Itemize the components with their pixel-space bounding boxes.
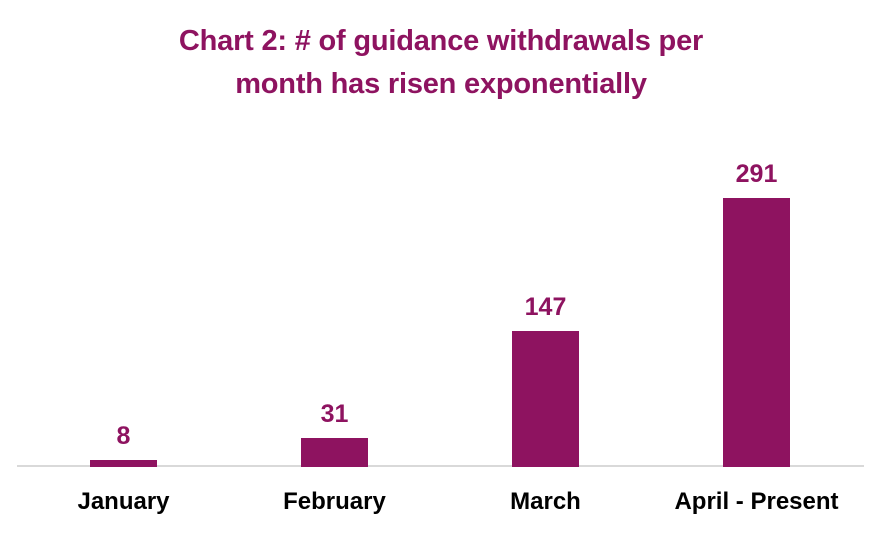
plot-area: 8 31 147 291 <box>17 160 864 467</box>
category-label: April - Present <box>674 488 839 515</box>
chart-title-line-1: Chart 2: # of guidance withdrawals per <box>178 25 704 57</box>
bar-value-label: 291 <box>735 160 778 188</box>
bar <box>301 438 368 467</box>
bar-value-label: 8 <box>116 422 131 450</box>
bar <box>512 331 579 467</box>
chart-title-line-2: month has risen exponentially <box>235 68 647 100</box>
bar <box>723 198 790 467</box>
category-label: February <box>283 488 386 515</box>
bar-value-label: 31 <box>320 400 349 428</box>
bar <box>90 460 157 467</box>
bar-value-label: 147 <box>524 293 567 321</box>
chart-title: Chart 2: # of guidance withdrawals per m… <box>0 20 882 106</box>
category-label: January <box>77 488 170 515</box>
category-label: March <box>510 488 581 515</box>
x-axis-line <box>17 465 864 467</box>
category-axis: January February March April - Present <box>0 487 882 521</box>
